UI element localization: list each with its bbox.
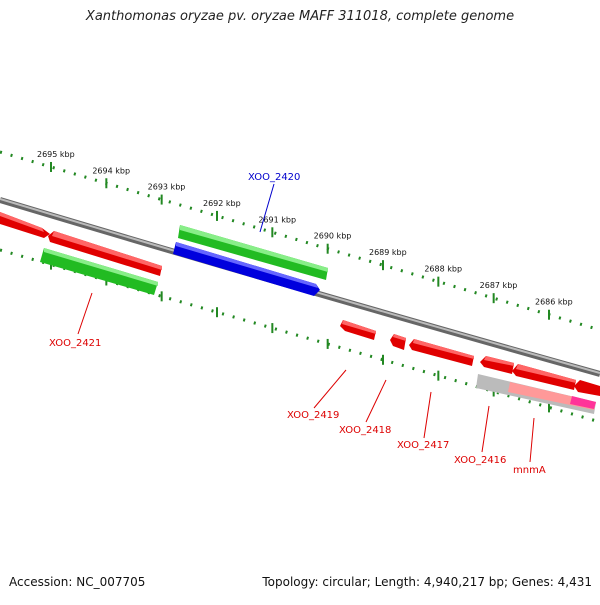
gene-label-xoo-2416[interactable]: XOO_2416: [454, 455, 506, 466]
label-leader-xoo-2421: [77, 292, 93, 335]
scale-tick-label: 2694 kbp: [92, 166, 130, 175]
label-leader-xoo-2417: [423, 391, 432, 439]
label-leader-xoo-2420: [259, 183, 275, 233]
scale-tick-label: 2695 kbp: [37, 150, 75, 159]
gene-label-xoo-2417[interactable]: XOO_2417: [397, 440, 449, 451]
gene-feature-reverse-left-2[interactable]: [48, 231, 162, 276]
gene-feature-right-edge[interactable]: [574, 380, 600, 396]
label-leader-xoo-2419: [313, 369, 347, 409]
gene-feature-xoo-2421[interactable]: [40, 248, 158, 295]
label-leader-mnma: [529, 417, 535, 463]
rna-feature[interactable]: [570, 396, 596, 409]
gene-label-xoo-2419[interactable]: XOO_2419: [287, 410, 339, 421]
gene-label-xoo-2421[interactable]: XOO_2421: [49, 338, 101, 349]
gene-feature-xoo-2419[interactable]: [340, 320, 376, 340]
scale-tick-label: 2690 kbp: [314, 232, 352, 241]
gene-label-xoo-2420[interactable]: XOO_2420: [248, 172, 300, 183]
gene-label-mnma[interactable]: mnmA: [513, 465, 546, 476]
scale-tick-label: 2693 kbp: [148, 183, 186, 192]
scale-tick-label: 2692 kbp: [203, 199, 241, 208]
scale-tick-label: 2687 kbp: [480, 281, 518, 290]
scale-tick-label: 2686 kbp: [535, 298, 573, 307]
scale-labels: 2695 kbp 2694 kbp 2693 kbp 2692 kbp 2691 kbp…: [37, 150, 573, 307]
gene-feature-xoo-2416[interactable]: [480, 356, 514, 374]
scale-tick-label: 2689 kbp: [369, 248, 407, 257]
scale-tick-label: 2691 kbp: [258, 215, 296, 224]
accession-text: Accession: NC_007705: [9, 575, 146, 589]
genome-title: Xanthomonas oryzae pv. oryzae MAFF 31101…: [85, 9, 515, 24]
gene-feature-mnma[interactable]: [512, 364, 576, 390]
gene-feature-reverse-left-top[interactable]: [0, 212, 50, 238]
label-leader-xoo-2418: [365, 379, 387, 423]
gene-feature-xoo-2418[interactable]: [390, 334, 406, 350]
scale-tick-label: 2688 kbp: [424, 265, 462, 274]
gene-label-xoo-2418[interactable]: XOO_2418: [339, 425, 391, 436]
genome-summary-text: Topology: circular; Length: 4,940,217 bp…: [262, 575, 592, 589]
scale-ticks: [50, 161, 550, 413]
gene-feature-forward-top[interactable]: [178, 225, 328, 280]
label-leader-xoo-2416: [481, 405, 490, 453]
outer-scale-ruler: [0, 150, 600, 332]
gene-feature-xoo-2417[interactable]: [409, 339, 474, 366]
gene-feature-xoo-2420[interactable]: [173, 242, 320, 296]
